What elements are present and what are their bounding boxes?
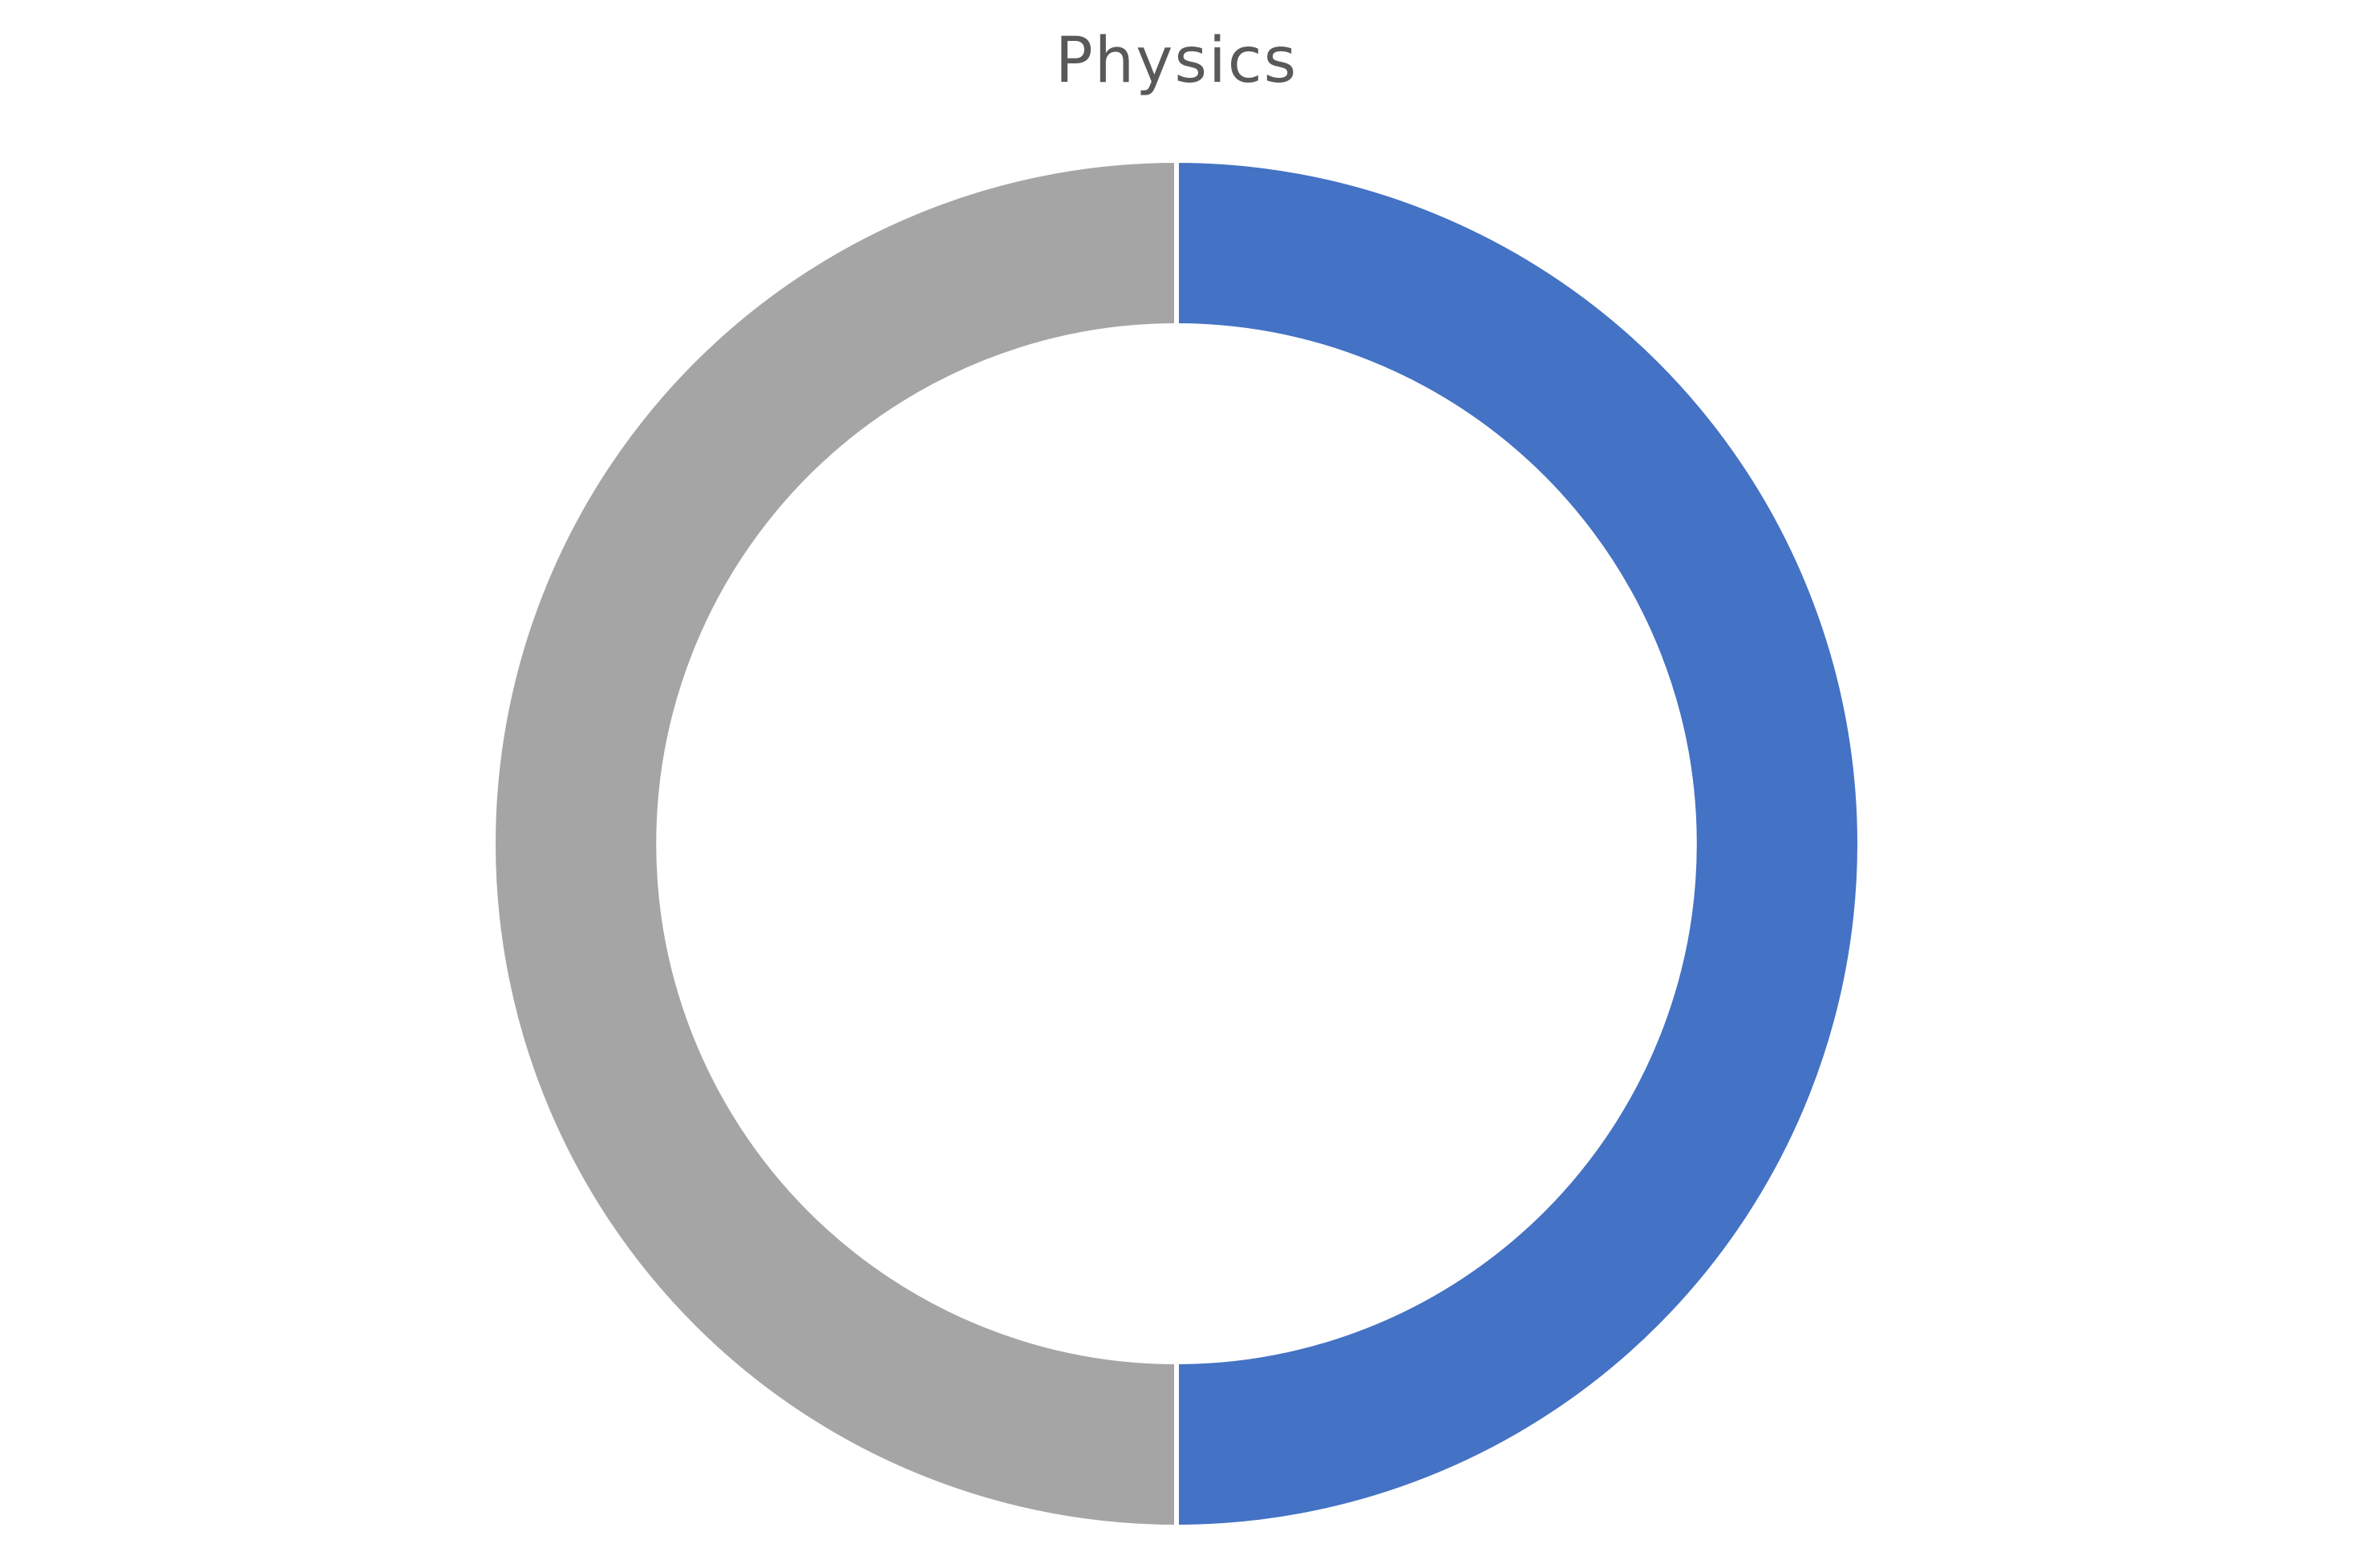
donut-slices: [491, 157, 1862, 1530]
chart-title: Physics: [1055, 25, 1298, 97]
donut-slice-1: [1174, 157, 1862, 1530]
donut-slice-2: [491, 157, 1179, 1530]
